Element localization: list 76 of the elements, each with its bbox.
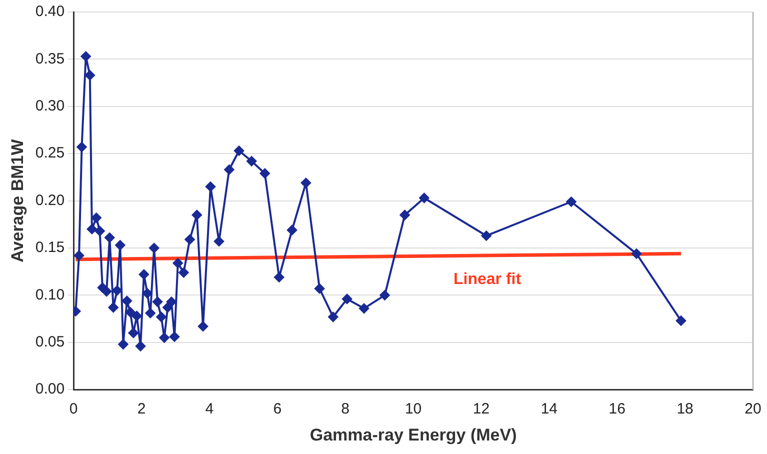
point [260,168,270,178]
y-tick-label: 0.20 [35,192,65,209]
point [400,210,410,220]
point [136,341,146,352]
point [91,212,102,223]
point [125,307,136,318]
point [152,296,162,307]
point [156,312,166,322]
point [676,316,686,326]
point [102,286,112,296]
point [118,339,128,350]
point [287,225,298,236]
point [159,332,170,343]
point [145,308,156,318]
point [169,332,180,342]
point [274,272,284,282]
point [198,321,208,332]
series-label: Linear fit [453,270,522,288]
point [566,196,576,207]
point [80,51,91,62]
x-tick-label: 2 [137,400,146,418]
point [94,226,105,236]
point [328,312,338,322]
point [234,146,244,156]
y-tick-label: 0.10 [35,286,65,304]
point [314,284,325,294]
point [115,240,126,250]
point [178,268,189,278]
point [631,248,642,259]
point [74,250,84,261]
x-tick-label: 0 [69,400,78,418]
point [108,302,118,312]
y-tick-label: 0.30 [35,98,65,115]
y-tick-label: 0.25 [35,144,65,162]
y-tick-label: 0.40 [35,3,65,20]
x-tick-label: 12 [472,400,490,418]
point [192,210,202,220]
point [76,142,87,152]
point [84,70,95,80]
point [122,296,132,306]
y-tick-label: 0.00 [35,380,65,398]
point [419,192,430,203]
point [380,290,390,300]
x-tick-label: 4 [205,400,214,418]
x-tick-label: 18 [676,400,694,418]
point [162,302,173,312]
x-tick-label: 6 [273,400,282,418]
point [359,303,370,314]
point [166,296,176,307]
y-axis-title: Average BM1W [8,138,27,262]
x-tick-label: 16 [608,400,626,418]
point [142,288,152,298]
y-tick-label: 0.15 [35,239,65,256]
point [342,294,352,304]
x-tick-label: 8 [341,400,350,418]
point [481,230,492,241]
x-axis-title: Gamma-ray Energy (MeV) [310,425,517,444]
point [246,156,257,166]
point [224,164,234,175]
point [300,178,311,188]
point [132,310,142,321]
point [149,243,160,253]
point [205,182,216,192]
point [128,328,138,338]
point [112,285,122,296]
point [104,232,115,243]
x-tick-label: 14 [540,400,558,418]
point [172,258,183,268]
point [138,269,149,280]
y-tick-label: 0.35 [35,50,65,68]
x-tick-label: 10 [404,400,422,418]
point [214,236,224,246]
point [184,234,195,245]
point [86,224,97,234]
y-tick-label: 0.05 [35,334,65,351]
x-tick-label: 20 [744,400,762,418]
